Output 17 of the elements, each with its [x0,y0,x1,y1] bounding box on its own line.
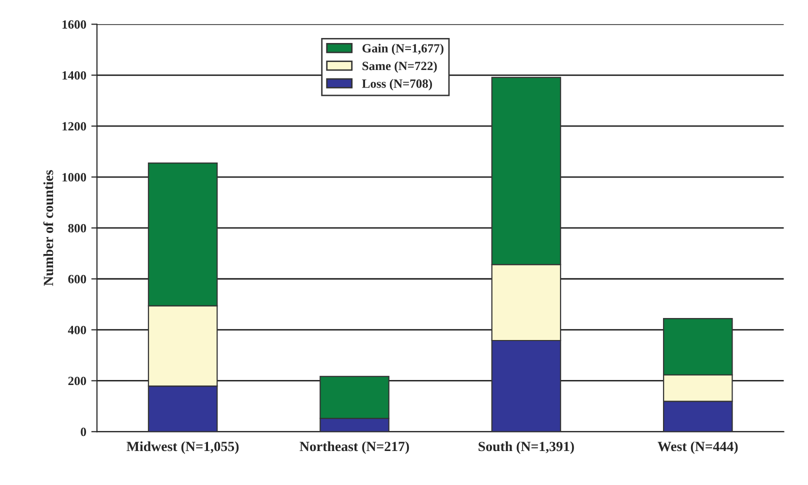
x-tick-label: South (N=1,391) [478,441,574,454]
y-tick-label: 200 [68,376,86,386]
y-tick-label: 1000 [62,173,86,182]
legend-label: Gain (N=1,677) [362,44,444,56]
x-tick-label: West (N=444) [658,441,738,454]
y-tick-label: 1600 [62,20,86,29]
y-tick-label: 800 [68,224,86,232]
legend-label: Same (N=722) [362,61,437,73]
y-tick-label: 400 [68,326,86,334]
y-tick-label: 1400 [62,71,86,80]
y-tick-label: 600 [68,274,86,284]
y-tick-label: 1200 [62,122,86,131]
legend-label: Loss (N=708) [362,79,432,90]
x-tick-label: Midwest (N=1,055) [126,441,239,454]
y-axis-title: Number of counties [43,170,54,286]
x-tick-label: Northeast (N=217) [300,441,409,454]
y-tick-label: 0 [80,428,86,436]
